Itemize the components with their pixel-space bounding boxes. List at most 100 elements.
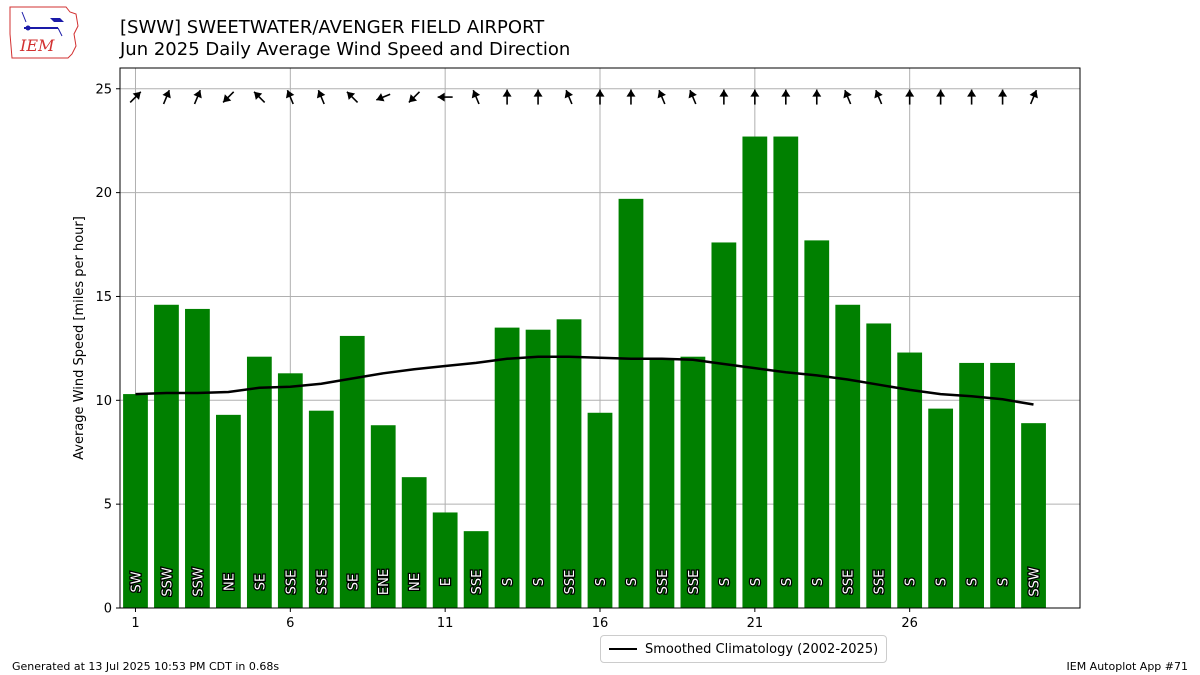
x-tick-label: 1	[131, 616, 139, 631]
wind-bar	[959, 362, 984, 608]
direction-label: S	[718, 578, 733, 586]
wind-bar	[618, 198, 644, 608]
wind-arrow-head	[626, 89, 636, 97]
wind-arrow-head	[1029, 90, 1038, 99]
wind-bar	[401, 477, 427, 608]
y-tick-label: 15	[95, 290, 112, 305]
chart-subtitle: Jun 2025 Daily Average Wind Speed and Di…	[120, 39, 571, 60]
wind-arrow-head	[285, 90, 295, 99]
direction-label: S	[811, 578, 826, 586]
direction-label: S	[997, 578, 1012, 586]
wind-bar	[587, 412, 613, 608]
wind-bar	[897, 352, 923, 608]
wind-arrow-head	[408, 94, 418, 103]
wind-arrow-head	[688, 90, 697, 99]
direction-label: S	[594, 578, 609, 586]
chart-title: [SWW] SWEETWATER/AVENGER FIELD AIRPORT	[120, 17, 545, 38]
wind-bar	[742, 136, 768, 609]
climatology-line-group	[135, 355, 1034, 406]
direction-label: SE	[346, 574, 361, 590]
wind-arrow-head	[750, 89, 760, 97]
wind-bar	[990, 362, 1015, 608]
direction-label: SSE	[873, 570, 888, 595]
wind-arrow-head	[437, 92, 445, 102]
x-tick-label: 6	[286, 616, 294, 631]
direction-label: SSE	[656, 570, 671, 595]
wind-bar	[928, 408, 954, 608]
app-label: IEM Autoplot App #71	[1066, 660, 1189, 673]
bars-group	[123, 136, 1046, 609]
wind-bar	[525, 329, 551, 608]
direction-label: SSE	[470, 570, 485, 595]
wind-arrow-head	[162, 90, 171, 99]
wind-arrow-head	[812, 89, 822, 97]
wind-bar	[463, 531, 489, 608]
wind-arrow-head	[471, 90, 481, 99]
direction-labels-group: SW SSW SSW NE SE SSE SSE SE ENE NE E SSE S S SSE S S SSE S…	[128, 566, 1044, 598]
legend: Smoothed Climatology (2002-2025)	[600, 635, 888, 663]
title-block: [SWW] SWEETWATER/AVENGER FIELD AIRPORT J…	[120, 17, 570, 61]
wind-arrows-group	[129, 89, 1038, 105]
wind-arrow-head	[905, 89, 915, 97]
wind-arrow-head	[781, 89, 791, 97]
wind-bar	[246, 356, 272, 608]
y-axis-label: Average Wind Speed [miles per hour]	[72, 216, 87, 460]
legend-label: Smoothed Climatology (2002-2025)	[645, 641, 879, 657]
wind-bar	[154, 304, 179, 608]
wind-arrow-head	[254, 91, 263, 100]
wind-arrow-head	[719, 89, 729, 97]
wind-arrow-head	[564, 90, 573, 99]
wind-bar	[711, 242, 737, 608]
wind-arrow-head	[316, 90, 326, 99]
iowa-outline-icon	[9, 6, 79, 59]
legend-line-swatch	[609, 648, 637, 650]
direction-label: S	[501, 578, 516, 586]
wind-bar	[308, 410, 334, 608]
y-tick-label: 5	[104, 498, 112, 513]
wind-arrow-head	[376, 93, 385, 102]
direction-label: S	[904, 578, 919, 586]
climatology-line	[135, 355, 1034, 406]
x-tick-label: 11	[437, 616, 454, 631]
x-tick-label: 21	[747, 616, 764, 631]
wind-bar	[680, 356, 706, 608]
direction-label: SSE	[315, 570, 330, 595]
x-tick-label: 26	[901, 616, 918, 631]
direction-label: S	[532, 578, 547, 586]
wind-bar	[1021, 423, 1046, 608]
wind-arrow-head	[533, 89, 543, 97]
direction-label: S	[625, 578, 640, 586]
wind-bar	[185, 308, 210, 608]
generated-timestamp: Generated at 13 Jul 2025 10:53 PM CDT in…	[12, 660, 280, 673]
y-tick-label: 10	[95, 394, 112, 409]
direction-label: SSE	[563, 570, 578, 595]
wind-arrow-head	[595, 89, 605, 97]
x-tick-label: 16	[592, 616, 609, 631]
direction-label: S	[935, 578, 950, 586]
wind-arrow-head	[132, 91, 141, 100]
direction-label: SE	[253, 574, 268, 590]
wind-bar	[432, 512, 458, 608]
wind-bar	[123, 394, 148, 608]
direction-label: SSW	[1028, 567, 1043, 597]
logo-text: IEM	[19, 36, 55, 55]
wind-arrow-head	[843, 90, 852, 99]
wind-arrow-head	[502, 89, 512, 97]
wind-bar	[370, 425, 396, 608]
y-tick-label: 0	[104, 602, 112, 617]
wind-arrow-head	[998, 89, 1008, 97]
wind-bar	[277, 373, 303, 608]
direction-label: SW	[129, 571, 144, 592]
y-tick-label: 25	[95, 82, 112, 97]
direction-label: SSW	[160, 567, 175, 597]
direction-label: NE	[408, 573, 423, 591]
wind-arrow-head	[967, 89, 977, 97]
direction-label: NE	[222, 573, 237, 591]
direction-label: ENE	[377, 569, 392, 595]
wind-arrow-head	[936, 89, 946, 97]
wind-arrow-head	[657, 90, 666, 99]
direction-label: SSE	[842, 570, 857, 595]
direction-label: S	[749, 578, 764, 586]
